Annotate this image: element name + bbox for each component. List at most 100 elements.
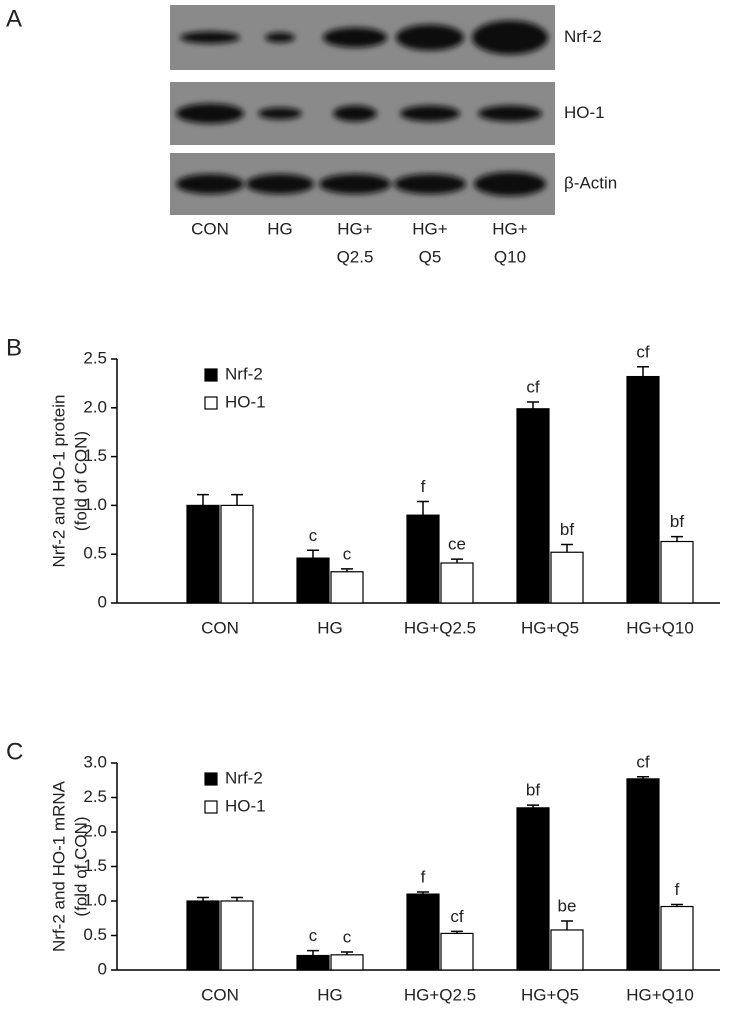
bar <box>330 954 364 971</box>
bar <box>440 932 474 971</box>
bar <box>626 778 660 971</box>
error-bar <box>527 804 539 808</box>
bar <box>440 562 474 604</box>
lane-label: HG+ <box>412 219 448 238</box>
significance-label: c <box>309 526 318 545</box>
y-axis-label: Nrf-2 and HO-1 mRNA <box>49 780 68 952</box>
error-bar <box>561 920 573 930</box>
bar <box>516 408 550 604</box>
significance-label: be <box>558 896 577 915</box>
significance-label: bf <box>560 520 574 539</box>
error-bar <box>231 896 243 901</box>
x-tick-label: HG <box>317 985 343 1004</box>
lane-label: HG+ <box>337 219 373 238</box>
lane-label: HG <box>267 219 293 238</box>
bar <box>406 893 440 971</box>
y-tick-label: 1.0 <box>83 890 107 909</box>
blot-band <box>474 172 546 196</box>
significance-label: f <box>421 477 426 496</box>
y-tick-label: 1.5 <box>83 856 107 875</box>
y-axis-label: Nrf-2 and HO-1 protein <box>49 395 68 568</box>
legend-label: Nrf-2 <box>225 364 263 383</box>
bar <box>550 929 584 971</box>
error-bar <box>561 543 573 553</box>
bar <box>220 900 254 971</box>
bar <box>296 557 330 604</box>
bar <box>550 551 584 604</box>
y-tick-label: 2.0 <box>83 821 107 840</box>
significance-label: cf <box>526 377 540 396</box>
x-tick-label: HG+Q5 <box>521 618 579 637</box>
error-bar <box>527 401 539 409</box>
significance-label: cf <box>636 342 650 361</box>
bar <box>626 375 660 604</box>
legend-label: Nrf-2 <box>225 768 263 787</box>
error-bar <box>637 776 649 779</box>
error-bar <box>341 951 353 955</box>
bar <box>660 540 694 604</box>
significance-label: f <box>421 868 426 887</box>
blot-band <box>396 24 464 51</box>
error-bar <box>451 930 463 934</box>
error-bar <box>671 903 683 907</box>
x-tick-label: HG+Q2.5 <box>404 985 476 1004</box>
significance-label: bf <box>670 512 684 531</box>
significance-label: c <box>309 926 318 945</box>
bar <box>186 504 220 604</box>
blot-band <box>472 20 548 55</box>
significance-label: ce <box>448 535 466 554</box>
significance-label: bf <box>526 781 540 800</box>
significance-label: c <box>343 544 352 563</box>
blot-band <box>176 174 244 194</box>
blot-band <box>265 32 295 43</box>
x-tick-label: HG <box>317 618 343 637</box>
x-tick-label: HG+Q2.5 <box>404 618 476 637</box>
y-tick-label: 3.0 <box>83 752 107 771</box>
lane-label: Q2.5 <box>337 247 374 266</box>
lane-label: HG+ <box>492 219 528 238</box>
y-axis-label: (fold of CON) <box>71 816 90 916</box>
x-tick-label: HG+Q10 <box>626 985 694 1004</box>
error-bar <box>671 535 683 542</box>
blot-band <box>394 174 466 194</box>
blot-row-label: HO-1 <box>564 103 605 122</box>
panel-label: B <box>6 334 22 361</box>
significance-label: f <box>675 880 680 899</box>
error-bar <box>417 891 429 895</box>
x-tick-label: HG+Q5 <box>521 985 579 1004</box>
blot-row-label: Nrf-2 <box>564 27 602 46</box>
error-bar <box>637 366 649 377</box>
legend-swatch <box>204 800 218 814</box>
y-tick-label: 2.5 <box>83 787 107 806</box>
error-bar <box>451 558 463 563</box>
legend-swatch <box>204 368 218 382</box>
y-tick-label: 0.5 <box>83 544 107 563</box>
y-tick-label: 1.5 <box>83 446 107 465</box>
lane-label: Q10 <box>494 247 526 266</box>
y-axis-label: (fold of CON) <box>71 431 90 531</box>
bar <box>220 504 254 604</box>
legend-swatch <box>204 772 218 786</box>
legend-label: HO-1 <box>225 796 266 815</box>
y-tick-label: 2.0 <box>83 397 107 416</box>
error-bar <box>341 568 353 572</box>
x-tick-label: CON <box>201 985 239 1004</box>
y-tick-label: 0 <box>98 959 107 978</box>
significance-label: c <box>343 928 352 947</box>
bar <box>516 807 550 971</box>
panel-label: C <box>6 738 23 765</box>
y-tick-label: 0.5 <box>83 925 107 944</box>
blot-band <box>258 107 302 120</box>
lane-label: Q5 <box>419 247 442 266</box>
error-bar <box>231 493 243 506</box>
blot-row-label: β-Actin <box>564 173 617 192</box>
panel-label: A <box>6 5 22 32</box>
x-tick-label: CON <box>201 618 239 637</box>
significance-label: cf <box>636 752 650 771</box>
bar <box>406 514 440 604</box>
blot-band <box>246 174 314 194</box>
blot-band <box>180 31 240 44</box>
significance-label: cf <box>450 907 464 926</box>
error-bar <box>307 949 319 956</box>
